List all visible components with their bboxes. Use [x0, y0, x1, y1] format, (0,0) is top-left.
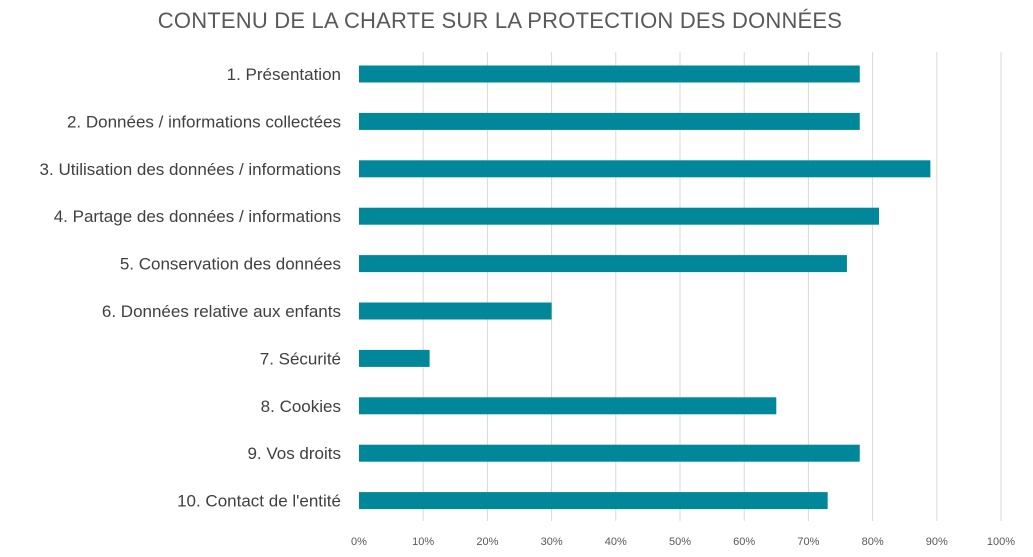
gridlines [422, 52, 1002, 521]
category-label: 3. Utilisation des données / information… [40, 160, 341, 179]
category-label: 2. Données / informations collectées [67, 112, 341, 131]
bar [359, 112, 860, 130]
x-tick-label: 70% [797, 536, 819, 548]
bar [359, 65, 860, 83]
category-label: 9. Vos droits [247, 444, 341, 463]
x-tick-label: 90% [926, 536, 948, 548]
x-tick-label: 0% [351, 536, 367, 548]
category-label: 5. Conservation des données [120, 255, 341, 274]
category-label: 1. Présentation [227, 65, 341, 84]
x-tick-label: 30% [541, 536, 563, 548]
bar [359, 302, 552, 320]
category-label: 4. Partage des données / informations [54, 207, 341, 226]
x-tick-label: 100% [987, 536, 1015, 548]
category-label: 6. Données relative aux enfants [102, 302, 341, 321]
x-tick-label: 50% [669, 536, 691, 548]
chart-title: CONTENU DE LA CHARTE SUR LA PROTECTION D… [157, 8, 843, 33]
bar [359, 349, 430, 367]
category-label: 10. Contact de l'entité [177, 492, 341, 511]
x-axis-tick-labels: 0% 10% 20% 30% 40% 50% 60% 70% 80% 90% 100% [351, 536, 1015, 548]
bar [359, 207, 880, 225]
bar [359, 492, 828, 510]
x-tick-label: 60% [733, 536, 755, 548]
bar [359, 160, 931, 178]
category-label: 8. Cookies [261, 397, 341, 416]
x-tick-label: 80% [862, 536, 884, 548]
x-tick-label: 40% [605, 536, 627, 548]
bar [359, 397, 777, 415]
category-labels: 1. Présentation 2. Données / informations… [40, 65, 341, 511]
x-tick-label: 20% [476, 536, 498, 548]
category-label: 7. Sécurité [260, 349, 341, 368]
bar [359, 255, 847, 273]
bars [359, 65, 931, 510]
x-tick-label: 10% [412, 536, 434, 548]
bar [359, 444, 860, 462]
